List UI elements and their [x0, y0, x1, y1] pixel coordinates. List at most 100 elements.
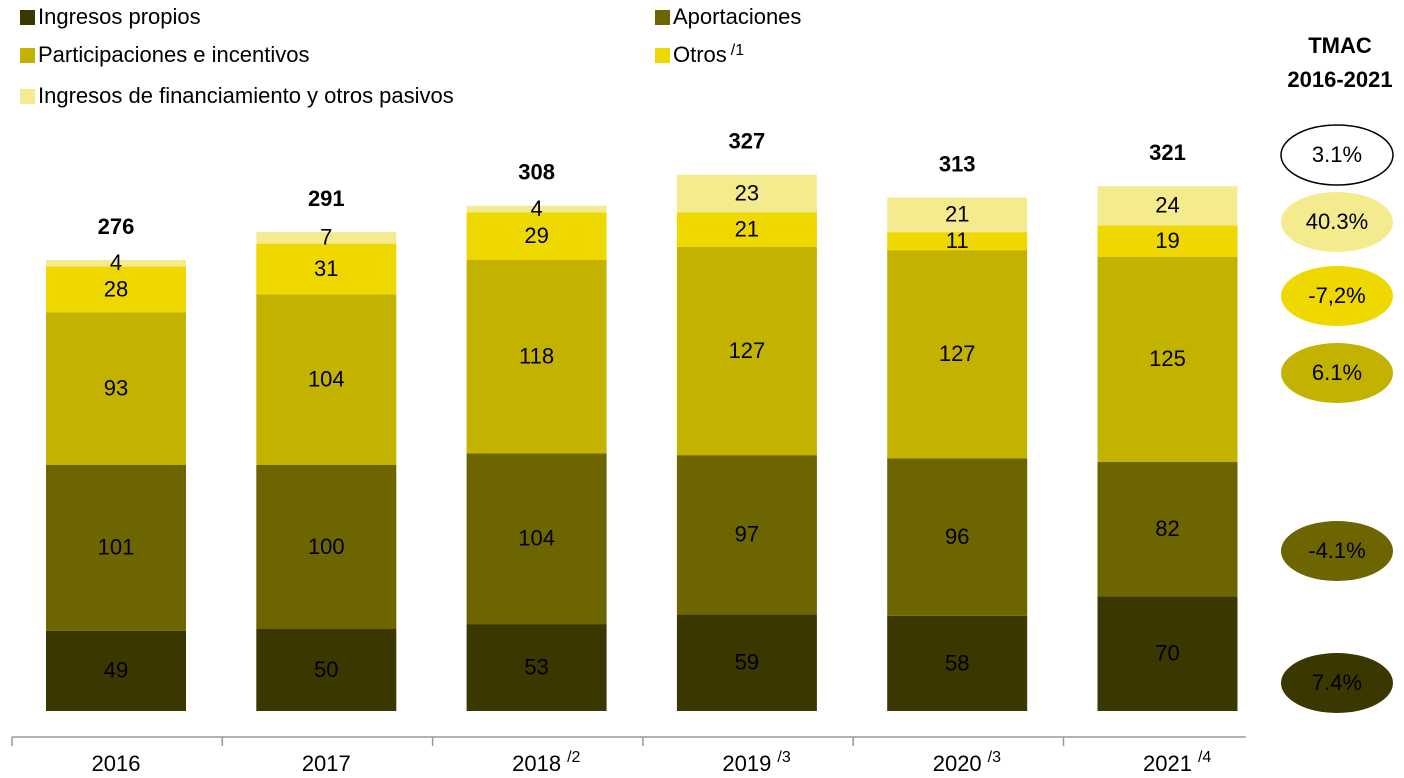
bar-segment: [466, 624, 607, 711]
bar-segment: [46, 266, 186, 313]
x-tick-label: 2018: [512, 751, 561, 776]
bar-segment: [887, 458, 1028, 616]
data-label: 11: [946, 228, 969, 253]
data-label: 127: [729, 338, 766, 363]
bar-segment: [466, 212, 607, 260]
legend-swatch: [20, 48, 35, 63]
bar-segment: [46, 312, 186, 465]
bar-segment: [676, 246, 817, 456]
bar-segment: [1097, 225, 1238, 257]
total-label: 313: [939, 151, 976, 176]
bar-segment: [887, 615, 1028, 711]
bar-segment: [466, 260, 607, 454]
tmac-label: 6.1%: [1312, 360, 1362, 385]
total-label: 321: [1149, 140, 1186, 165]
data-label: 97: [735, 522, 759, 547]
data-label: 58: [945, 650, 969, 675]
legend-swatch: [655, 48, 670, 63]
x-tick-label: 2021: [1143, 751, 1192, 776]
data-label: 104: [308, 367, 345, 392]
tmac-ellipse: [1281, 653, 1393, 713]
x-tick-label: 2017: [302, 751, 351, 776]
bar-segment: [676, 212, 817, 247]
legend-label: Aportaciones: [673, 4, 801, 29]
data-label: 21: [945, 202, 969, 227]
tmac-label: 7.4%: [1312, 670, 1362, 695]
bar-segment: [466, 205, 607, 213]
category-note: /3: [988, 749, 1001, 766]
data-label: 118: [519, 344, 554, 369]
data-label: 28: [104, 276, 128, 301]
bar-segment: [256, 629, 397, 711]
bar-segment: [1097, 186, 1238, 226]
bar-segment: [46, 260, 186, 267]
bar-segment: [46, 630, 186, 711]
data-label: 93: [104, 376, 128, 401]
data-label: 19: [1155, 228, 1179, 253]
total-label: 291: [308, 186, 345, 211]
category-note: /3: [777, 749, 790, 766]
legend-label: Otros: [673, 42, 727, 67]
legend-swatch: [20, 89, 35, 104]
data-label: 53: [524, 654, 548, 679]
tmac-ellipse: [1281, 343, 1393, 403]
bar-segment: [676, 614, 817, 711]
data-label: 59: [735, 649, 759, 674]
tmac-label: 40.3%: [1306, 209, 1368, 234]
bar-segment: [256, 232, 397, 244]
data-label: 23: [735, 180, 759, 205]
data-label: 50: [314, 657, 338, 682]
x-tick-label: 2020: [933, 751, 982, 776]
data-label: 7: [320, 225, 332, 250]
bar-segment: [256, 294, 397, 465]
data-label: 70: [1155, 640, 1179, 665]
tmac-ellipse: [1280, 124, 1394, 186]
tmac-label: 3.1%: [1312, 142, 1362, 167]
legend-label: Ingresos propios: [38, 4, 201, 29]
tmac-title: TMAC: [1308, 33, 1372, 58]
bar-segment: [676, 455, 817, 615]
bar-segment: [256, 243, 397, 295]
data-label: 4: [530, 196, 542, 221]
category-note: /4: [1198, 749, 1211, 766]
total-label: 327: [729, 129, 766, 154]
bar-segment: [466, 453, 607, 625]
legend-note: /1: [731, 42, 744, 59]
bar-segment: [887, 197, 1028, 233]
category-note: /2: [567, 749, 580, 766]
data-label: 21: [735, 216, 759, 241]
tmac-title: 2016-2021: [1287, 67, 1392, 92]
tmac-ellipse: [1281, 521, 1393, 581]
data-label: 125: [1149, 346, 1186, 371]
data-label: 4: [110, 250, 122, 275]
bar-segment: [887, 232, 1028, 251]
data-label: 127: [939, 341, 976, 366]
legend-label: Participaciones e incentivos: [38, 42, 309, 67]
tmac-ellipse: [1281, 266, 1393, 326]
data-label: 104: [518, 526, 555, 551]
total-label: 308: [518, 160, 555, 185]
data-label: 96: [945, 524, 969, 549]
bar-segment: [1097, 596, 1238, 711]
x-tick-label: 2016: [92, 751, 141, 776]
legend-swatch: [655, 10, 670, 25]
bar-segment: [1097, 256, 1238, 462]
data-label: 31: [314, 256, 338, 281]
data-label: 49: [104, 658, 128, 683]
legend-label: Ingresos de financiamiento y otros pasiv…: [38, 83, 454, 108]
legend-swatch: [20, 10, 35, 25]
data-label: 101: [98, 535, 135, 560]
bar-segment: [46, 465, 186, 631]
tmac-label: -7,2%: [1308, 283, 1365, 308]
bar-segment: [676, 174, 817, 213]
data-label: 24: [1155, 193, 1179, 218]
data-label: 29: [524, 223, 548, 248]
bar-segment: [256, 465, 397, 629]
total-label: 276: [98, 214, 135, 239]
bar-segment: [1097, 461, 1238, 597]
bar-segment: [887, 250, 1028, 459]
data-label: 100: [308, 534, 345, 559]
data-label: 82: [1155, 516, 1179, 541]
tmac-ellipse: [1281, 192, 1393, 252]
